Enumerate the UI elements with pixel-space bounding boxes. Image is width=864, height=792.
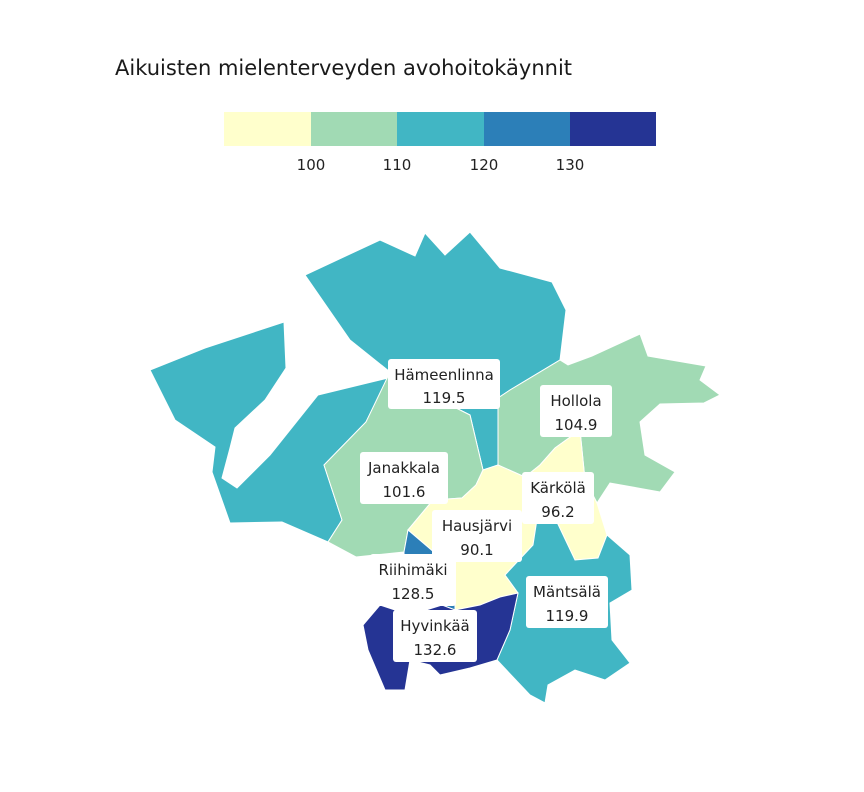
label-hyvinkaa: Hyvinkää 132.6 bbox=[393, 610, 477, 662]
label-name-hausjarvi: Hausjärvi bbox=[442, 517, 512, 535]
label-hausjarvi: Hausjärvi 90.1 bbox=[432, 510, 522, 562]
label-riihimaki: Riihimäki 128.5 bbox=[370, 554, 456, 606]
label-value-karkola: 96.2 bbox=[541, 503, 574, 521]
label-karkola: Kärkölä 96.2 bbox=[522, 472, 594, 524]
legend-break-120: 120 bbox=[470, 156, 499, 174]
legend-break-100: 100 bbox=[297, 156, 326, 174]
legend-swatch-0 bbox=[224, 112, 311, 146]
label-value-hyvinkaa: 132.6 bbox=[414, 641, 457, 659]
legend-swatch-1 bbox=[311, 112, 397, 146]
legend-swatch-2 bbox=[397, 112, 484, 146]
label-janakkala: Janakkala 101.6 bbox=[360, 452, 448, 504]
label-name-hyvinkaa: Hyvinkää bbox=[400, 617, 470, 635]
label-name-mantsala: Mäntsälä bbox=[533, 583, 601, 601]
label-hameenlinna: Hämeenlinna 119.5 bbox=[388, 359, 500, 409]
label-name-hollola: Hollola bbox=[550, 392, 601, 410]
label-name-janakkala: Janakkala bbox=[367, 459, 440, 477]
label-value-janakkala: 101.6 bbox=[383, 483, 426, 501]
label-value-hausjarvi: 90.1 bbox=[460, 541, 493, 559]
region-hameenlinna-west[interactable] bbox=[149, 321, 389, 543]
label-name-riihimaki: Riihimäki bbox=[378, 561, 447, 579]
legend-break-130: 130 bbox=[556, 156, 585, 174]
legend-swatch-4 bbox=[570, 112, 656, 146]
label-value-mantsala: 119.9 bbox=[546, 607, 589, 625]
map-title: Aikuisten mielenterveyden avohoitokäynni… bbox=[115, 56, 573, 80]
label-name-karkola: Kärkölä bbox=[530, 479, 586, 497]
label-value-hollola: 104.9 bbox=[555, 416, 598, 434]
label-name-hameenlinna: Hämeenlinna bbox=[394, 366, 494, 384]
legend-break-110: 110 bbox=[383, 156, 412, 174]
region-labels: Hämeenlinna 119.5 Hollola 104.9 Janakkal… bbox=[360, 359, 612, 662]
label-hollola: Hollola 104.9 bbox=[540, 385, 612, 437]
label-mantsala: Mäntsälä 119.9 bbox=[526, 576, 608, 628]
label-value-hameenlinna: 119.5 bbox=[423, 389, 466, 407]
label-value-riihimaki: 128.5 bbox=[392, 585, 435, 603]
legend: 100 110 120 130 bbox=[224, 112, 656, 174]
legend-swatch-3 bbox=[484, 112, 570, 146]
